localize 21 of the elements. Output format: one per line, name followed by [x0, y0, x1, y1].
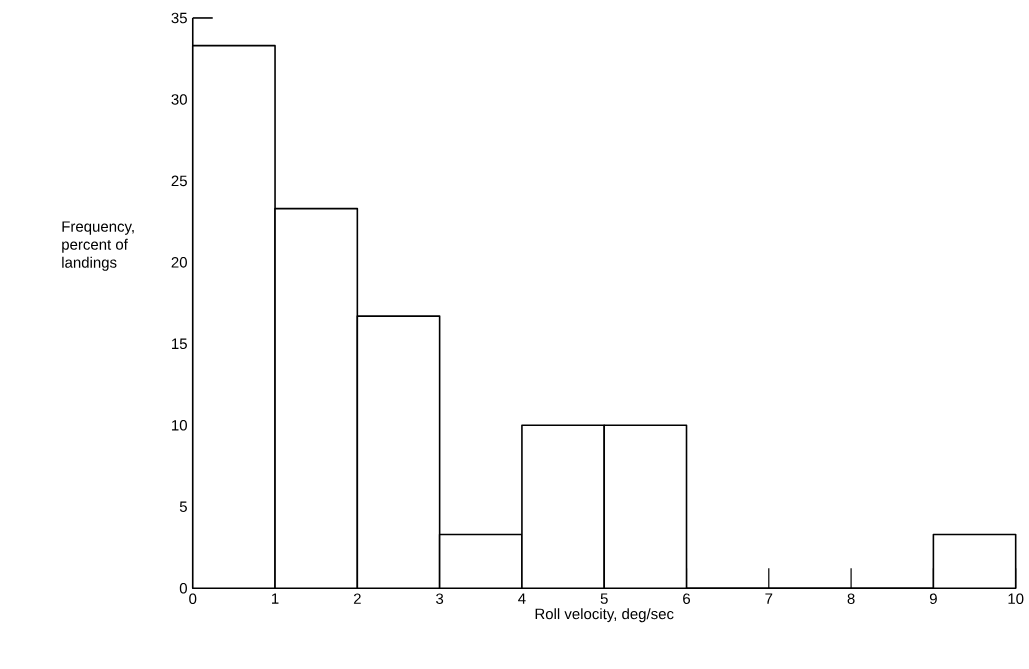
- y-tick-label: 20: [171, 257, 187, 268]
- y-tick-label: 30: [171, 94, 187, 105]
- x-axis-title: Roll velocity, deg/sec: [535, 608, 674, 623]
- y-tick-label: 10: [172, 419, 187, 431]
- x-tick-label: 7: [765, 593, 773, 604]
- y-tick-label: 25: [171, 175, 187, 187]
- x-tick-label: 10: [1008, 593, 1024, 604]
- y-tick-label: 5: [179, 501, 187, 512]
- x-tick-label: 9: [929, 593, 937, 604]
- x-tick-label: 5: [600, 593, 608, 604]
- y-axis-title: Frequency, percent of landings: [62, 221, 134, 271]
- x-tick-label: 0: [189, 593, 197, 604]
- x-tick-label: 3: [436, 593, 444, 604]
- x-tick-label: 6: [683, 593, 691, 604]
- x-tick-label: 8: [847, 593, 855, 604]
- y-tick-label: 0: [179, 582, 187, 594]
- x-tick-label: 2: [353, 593, 361, 604]
- y-tick-label: 15: [172, 338, 187, 349]
- y-tick-label: 35: [171, 12, 187, 24]
- x-tick-label: 1: [272, 593, 279, 604]
- x-tick-label: 4: [518, 593, 526, 604]
